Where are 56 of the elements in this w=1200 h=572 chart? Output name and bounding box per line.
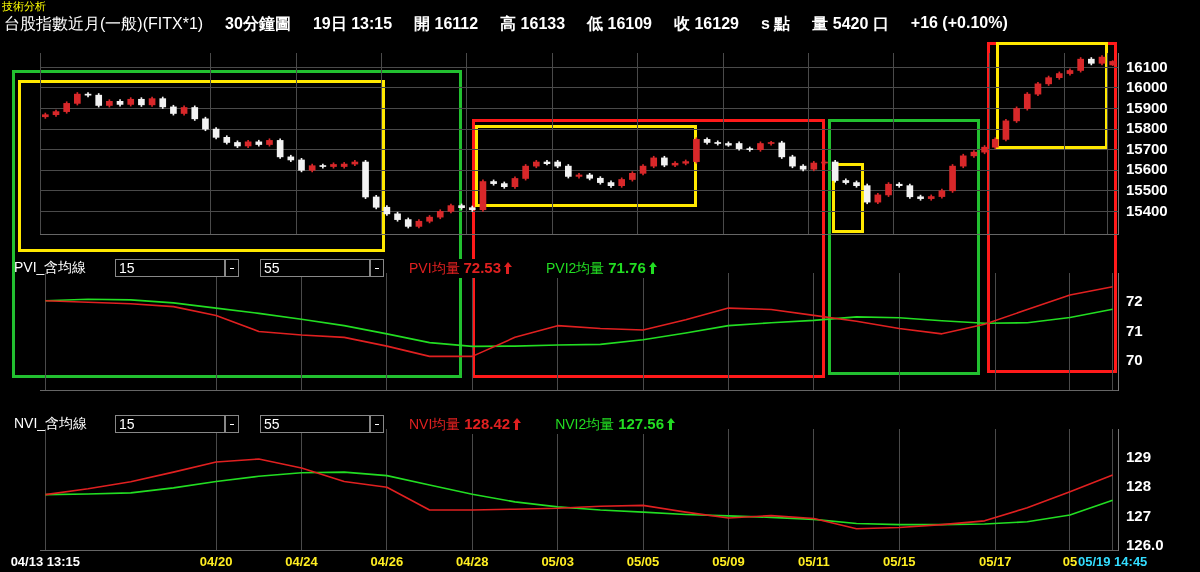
chart-title: PVI_含均線 — [14, 259, 87, 277]
text: PVI2均量 — [546, 260, 606, 276]
y-tick-label: 127 — [1126, 506, 1152, 524]
x-tick-label: 04/26 — [370, 554, 404, 570]
y-tick-label: 15800 — [1126, 119, 1168, 137]
text: 開 16112 — [414, 14, 479, 34]
x-tick-label: 04/24 — [285, 554, 319, 570]
text: 高 16133 — [500, 14, 566, 34]
y-tick-label: 15400 — [1126, 201, 1168, 219]
y-tick-label: 126.0 — [1126, 535, 1164, 553]
x-tick-label: 05/03 — [541, 554, 574, 570]
text: 19日 13:15 — [312, 14, 393, 34]
text: PVI均量 — [409, 260, 461, 276]
text: 量 5420 口 — [812, 14, 889, 34]
number-field: 55 — [260, 259, 370, 277]
text: 收 16129 — [674, 14, 739, 34]
x-tick-label: 05/09 — [712, 554, 745, 570]
y-tick-label: 128 — [1126, 477, 1152, 495]
y-tick-label: 15600 — [1126, 160, 1168, 178]
candlestick — [714, 140, 722, 146]
x-tick-label: 05/17 — [978, 554, 1012, 570]
text: +16 (+0.10%) — [910, 14, 1008, 33]
x-tick-label: 04/28 — [455, 554, 489, 570]
y-tick-label: 72 — [1126, 292, 1143, 310]
x-tick-label: 05 — [1062, 554, 1078, 570]
annotation: 127.56 — [618, 415, 665, 432]
text: 低 16109 — [587, 14, 653, 34]
y-tick-label: 70 — [1126, 350, 1143, 368]
text: NVI2均量 — [555, 416, 616, 432]
annotation: 71.76 — [608, 259, 646, 276]
y-tick-label: 16100 — [1126, 57, 1168, 75]
number-field: 55 — [260, 415, 370, 433]
chart-title: NVI_含均線 — [14, 415, 88, 433]
y-tick-label: 16000 — [1126, 78, 1168, 96]
text: 技術分析 — [2, 0, 46, 12]
text: s 點 — [760, 14, 791, 34]
y-tick-label: 15500 — [1126, 180, 1168, 198]
number-field: 15 — [115, 259, 225, 277]
y-tick-label: 71 — [1126, 321, 1143, 339]
x-tick-label: 05/11 — [797, 554, 830, 570]
annotation: 72.53 — [463, 259, 502, 276]
x-tick-label: 04/20 — [199, 554, 233, 570]
text: NVI均量 — [409, 416, 462, 432]
y-tick-label: 15700 — [1126, 139, 1168, 157]
x-tick-label: 04/13 13:15 — [10, 554, 81, 570]
candlestick — [682, 159, 690, 166]
text: 30分鐘圖 — [225, 14, 291, 34]
x-tick-label: 05/15 — [882, 554, 916, 570]
y-tick-label: 15900 — [1126, 98, 1168, 116]
annotation: 128.42 — [464, 415, 511, 432]
chart-title: 台股指數近月(一般)(FITX*1) — [4, 14, 204, 34]
number-field: 15 — [115, 415, 225, 433]
candlestick — [746, 146, 754, 152]
y-tick-label: 129 — [1126, 448, 1152, 466]
x-tick-label: 05/19 14:45 — [1077, 554, 1148, 570]
x-tick-label: 05/05 — [626, 554, 660, 570]
